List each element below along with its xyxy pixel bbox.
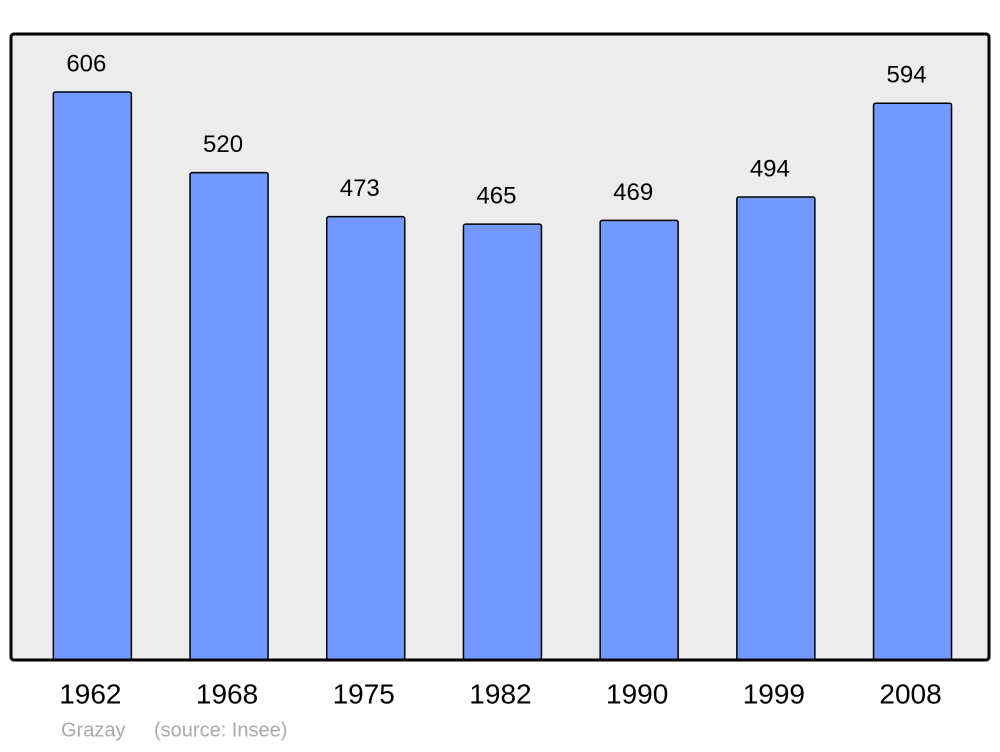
bar <box>872 102 953 661</box>
value-label: 494 <box>750 155 790 182</box>
bar <box>599 219 679 661</box>
value-label: 465 <box>476 182 516 209</box>
bar <box>462 223 543 661</box>
x-tick-label: 1990 <box>606 678 668 709</box>
value-label: 606 <box>66 50 106 77</box>
x-tick-label: 1968 <box>196 678 258 709</box>
plot-frame <box>9 32 991 662</box>
value-label: 594 <box>887 62 927 89</box>
x-tick-label: 1999 <box>743 678 805 709</box>
value-label: 469 <box>613 179 653 206</box>
bar <box>189 171 269 661</box>
source-note: (source: Insee) <box>154 719 287 741</box>
bar <box>326 215 406 661</box>
caption: Grazay <box>61 719 125 741</box>
bar <box>52 91 133 661</box>
bar <box>736 196 816 661</box>
value-label: 473 <box>340 175 380 202</box>
x-tick-label: 1982 <box>469 678 531 709</box>
x-tick-label: 2008 <box>879 678 941 709</box>
x-tick-label: 1975 <box>333 678 395 709</box>
x-tick-label: 1962 <box>59 678 121 709</box>
value-label: 520 <box>203 131 243 158</box>
bars <box>52 91 953 661</box>
